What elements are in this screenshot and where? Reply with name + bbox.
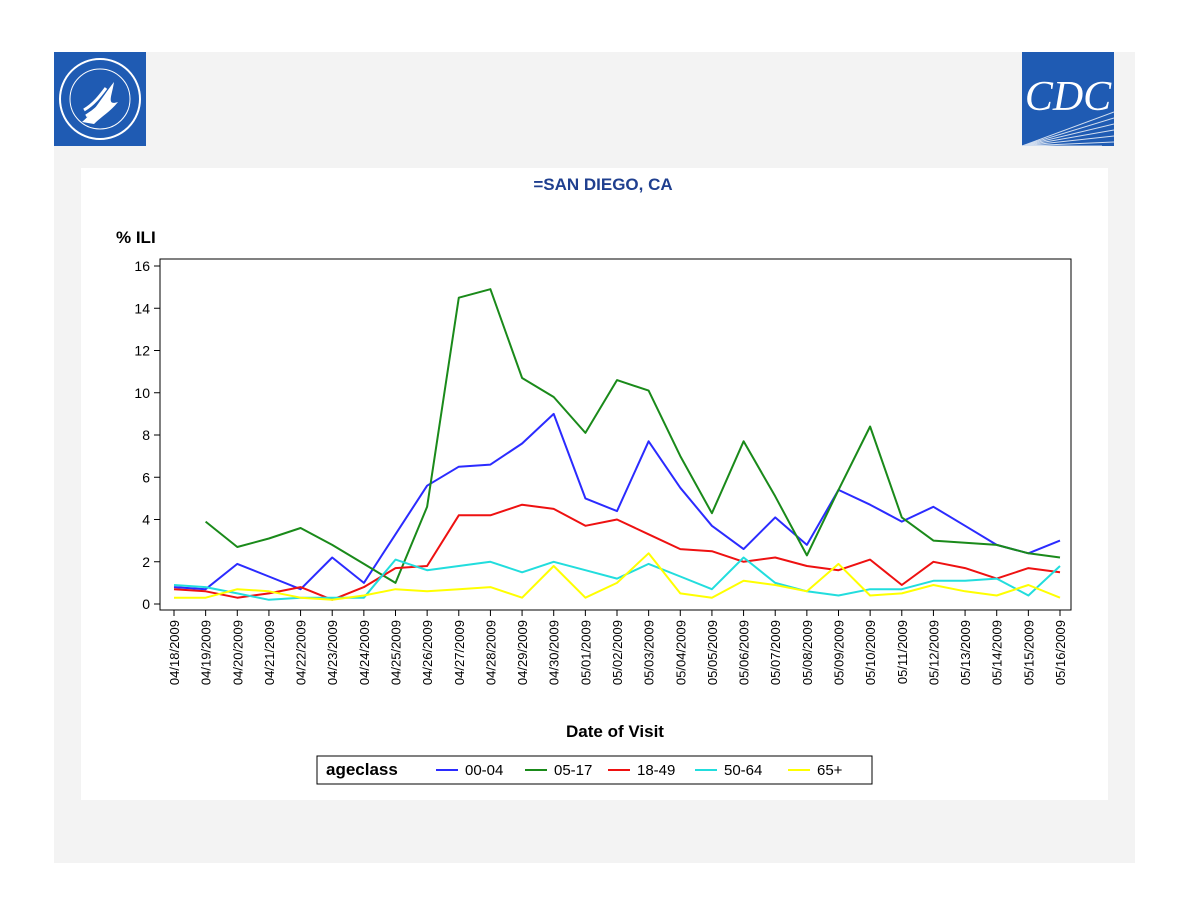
x-tick-label: 05/09/2009 — [832, 620, 847, 685]
cdc-logo-text: CDC — [1025, 74, 1112, 120]
x-tick-label: 04/26/2009 — [420, 620, 435, 685]
x-tick-label: 04/25/2009 — [389, 620, 404, 685]
chart-title: =SAN DIEGO, CA — [533, 175, 672, 194]
legend-label: 65+ — [817, 762, 843, 779]
x-axis: 04/18/2009 04/19/2009 04/20/2009 04/21/2009… — [167, 610, 1068, 685]
plot-frame — [159, 258, 1072, 611]
y-tick-label: 14 — [134, 300, 150, 316]
y-tick-label: 0 — [142, 596, 150, 612]
y-tick-label: 8 — [142, 427, 150, 443]
y-tick-label: 12 — [134, 343, 150, 359]
x-tick-label: 05/10/2009 — [863, 620, 878, 685]
x-tick-label: 05/02/2009 — [610, 620, 625, 685]
y-tick-label: 2 — [142, 554, 150, 570]
chart-panel — [81, 168, 1108, 800]
series-lines — [173, 288, 1061, 601]
x-tick-label: 05/07/2009 — [768, 620, 783, 685]
series-line-00-04 — [173, 412, 1061, 591]
x-axis-label: Date of Visit — [566, 722, 664, 741]
x-tick-label: 05/06/2009 — [737, 620, 752, 685]
x-tick-label: 04/23/2009 — [325, 620, 340, 685]
x-tick-label: 04/28/2009 — [483, 620, 498, 685]
x-tick-label: 04/20/2009 — [230, 620, 245, 685]
x-tick-label: 04/21/2009 — [262, 620, 277, 685]
y-tick-label: 6 — [142, 469, 150, 485]
y-tick-label: 4 — [142, 512, 150, 528]
series-line-50-64 — [173, 556, 1061, 601]
series-line-18-49 — [173, 503, 1061, 601]
x-tick-label: 04/19/2009 — [199, 620, 214, 685]
x-tick-label: 05/14/2009 — [990, 620, 1005, 685]
x-tick-label: 05/11/2009 — [895, 620, 910, 684]
x-tick-label: 04/22/2009 — [294, 620, 309, 685]
hhs-eagle-icon — [59, 58, 141, 140]
series-line-05-17 — [204, 288, 1061, 584]
cdc-rays-icon — [1022, 111, 1114, 146]
y-tick-label: 10 — [134, 385, 150, 401]
x-tick-label: 05/03/2009 — [642, 620, 657, 685]
y-axis: 0 2 4 6 8 10 12 14 16 — [134, 258, 160, 612]
x-tick-label: 05/05/2009 — [705, 620, 720, 685]
x-tick-label: 04/18/2009 — [167, 620, 182, 685]
x-tick-label: 05/08/2009 — [800, 620, 815, 685]
cdc-logo: CDC — [1022, 52, 1114, 146]
x-tick-label: 04/29/2009 — [515, 620, 530, 685]
legend-title: ageclass — [326, 760, 398, 779]
y-tick-label: 16 — [134, 258, 150, 274]
legend-label: 18-49 — [637, 762, 675, 779]
y-axis-label: % ILI — [116, 228, 156, 247]
x-tick-label: 05/13/2009 — [958, 620, 973, 685]
hhs-seal-logo — [54, 52, 146, 146]
legend-label: 05-17 — [554, 762, 592, 779]
legend-label: 00-04 — [465, 762, 503, 779]
legend-box — [316, 755, 873, 785]
legend: ageclass 00-04 05-17 18-49 50-64 65+ — [316, 755, 873, 785]
x-tick-label: 05/01/2009 — [578, 620, 593, 685]
x-tick-label: 05/04/2009 — [673, 620, 688, 685]
x-tick-label: 05/15/2009 — [1021, 620, 1036, 685]
x-tick-label: 04/27/2009 — [452, 620, 467, 685]
x-tick-label: 05/12/2009 — [926, 620, 941, 685]
x-tick-label: 04/30/2009 — [547, 620, 562, 685]
legend-label: 50-64 — [724, 762, 762, 779]
x-tick-label: 04/24/2009 — [357, 620, 372, 685]
series-line-65+ — [174, 552, 1061, 601]
x-tick-label: 05/16/2009 — [1053, 620, 1068, 685]
